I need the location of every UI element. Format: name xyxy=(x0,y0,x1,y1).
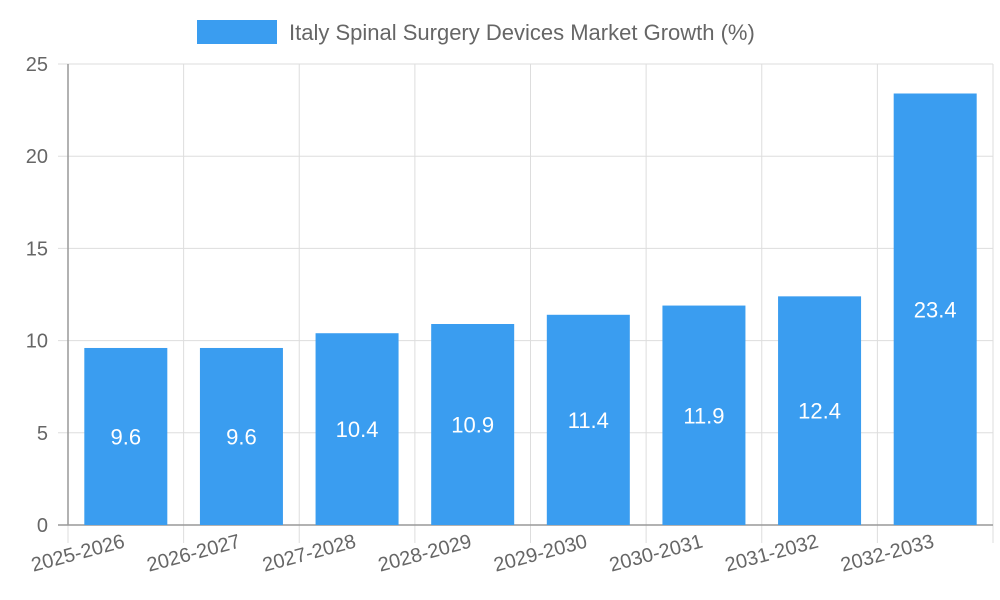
y-axis-ticks: 0 5 10 15 20 25 xyxy=(26,54,48,537)
grid xyxy=(58,63,994,543)
x-axis-ticks: 2025-2026 2026-2027 2027-2028 2028-2029 2029… xyxy=(29,531,936,577)
x-tick-label: 2031-2032 xyxy=(723,531,821,577)
bar-2031-2032[interactable] xyxy=(778,296,862,525)
x-tick-label: 2026-2027 xyxy=(145,531,243,577)
y-tick-label: 25 xyxy=(26,54,48,76)
bar-2025-2026[interactable] xyxy=(84,347,168,525)
bar-value-label: 12.4 xyxy=(798,399,841,424)
bar-2027-2028[interactable] xyxy=(315,333,399,525)
bar-labels: 9.6 9.6 10.4 10.9 11.4 11.9 12.4 23.4 xyxy=(111,297,957,449)
y-tick-label: 20 xyxy=(26,146,48,168)
x-tick-label: 2030-2031 xyxy=(607,531,705,577)
bar-value-label: 10.4 xyxy=(336,417,379,442)
bar-2030-2031[interactable] xyxy=(662,305,746,525)
legend-label[interactable]: Italy Spinal Surgery Devices Market Grow… xyxy=(289,20,755,45)
bar-2028-2029[interactable] xyxy=(431,324,515,525)
y-tick-label: 5 xyxy=(37,423,48,445)
bar-2026-2027[interactable] xyxy=(199,347,283,525)
legend-swatch[interactable] xyxy=(197,20,277,44)
x-tick-label: 2027-2028 xyxy=(260,531,358,577)
x-tick-label: 2028-2029 xyxy=(376,531,474,577)
x-tick-label: 2032-2033 xyxy=(838,531,936,577)
y-tick-label: 15 xyxy=(26,238,48,260)
bar-2029-2030[interactable] xyxy=(546,314,630,525)
bar-2032-2033[interactable] xyxy=(893,93,977,525)
y-tick-label: 10 xyxy=(26,331,48,353)
bar-value-label: 9.6 xyxy=(111,424,142,449)
bar-value-label: 10.9 xyxy=(451,413,494,438)
y-tick-label: 0 xyxy=(37,515,48,537)
x-tick-label: 2029-2030 xyxy=(492,531,590,577)
bar-value-label: 9.6 xyxy=(226,424,257,449)
bars xyxy=(84,93,977,525)
bar-value-label: 11.9 xyxy=(683,403,724,428)
bar-value-label: 11.4 xyxy=(568,408,609,433)
legend[interactable]: Italy Spinal Surgery Devices Market Grow… xyxy=(197,20,755,45)
bar-value-label: 23.4 xyxy=(914,297,957,322)
x-tick-label: 2025-2026 xyxy=(29,531,127,577)
